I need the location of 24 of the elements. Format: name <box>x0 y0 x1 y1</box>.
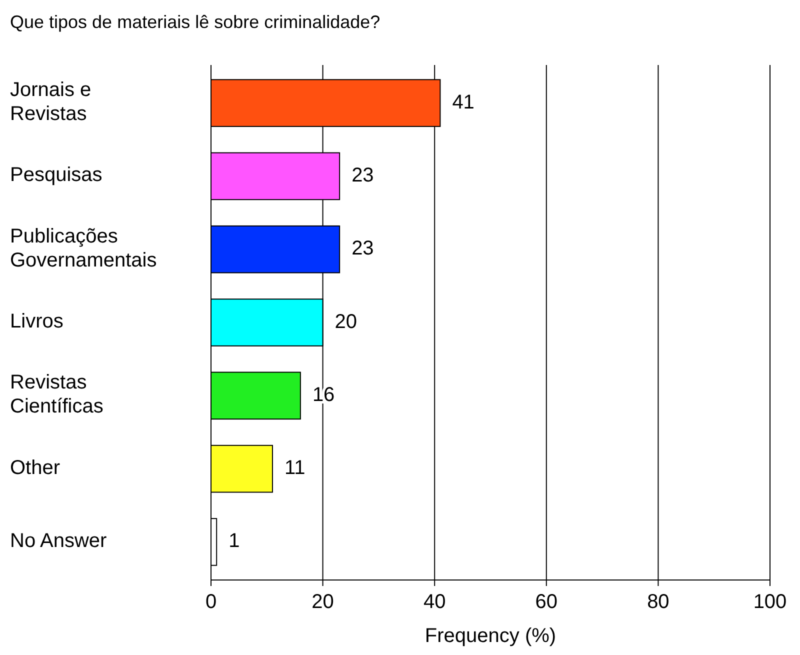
chart-title: Que tipos de materiais lê sobre criminalidade? <box>10 12 380 32</box>
y-tick-label: No Answer <box>10 530 108 552</box>
bar <box>210 444 273 493</box>
data-label: 11 <box>284 457 306 480</box>
data-label: 20 <box>334 310 358 333</box>
bar <box>210 372 301 420</box>
y-tick-label: Livros <box>10 310 64 333</box>
x-tick-label: 60 <box>535 591 558 613</box>
data-label: 1 <box>228 530 240 552</box>
y-tick-label: Pesquisas <box>10 164 102 186</box>
y-tick-label: Publicações Governamentais <box>10 226 157 272</box>
x-tick-label: 20 <box>312 591 334 613</box>
data-label: 23 <box>352 238 374 260</box>
bar <box>210 518 218 566</box>
y-tick-label: Jornais e Revistas <box>10 79 92 126</box>
x-tick-label: 0 <box>205 591 217 613</box>
data-label: 41 <box>452 91 474 114</box>
y-tick-label: Other <box>10 457 60 480</box>
x-tick-label: 80 <box>647 591 670 613</box>
data-label: 23 <box>352 164 374 186</box>
x-axis-title: Frequency (%) <box>424 625 556 647</box>
x-tick-label: 100 <box>753 591 787 613</box>
x-tick-label: 40 <box>423 591 446 613</box>
y-tick-label: Revistas Científicas <box>10 372 104 418</box>
